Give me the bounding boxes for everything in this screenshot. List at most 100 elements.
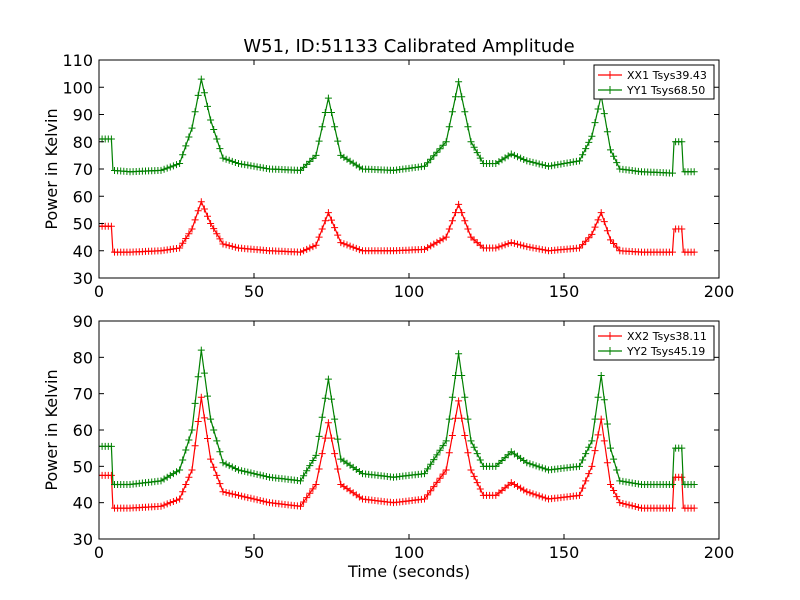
series-point	[182, 142, 190, 150]
series-point	[538, 246, 546, 254]
series-point	[433, 451, 441, 459]
series-point	[433, 148, 441, 156]
series-point	[628, 502, 636, 510]
series-point	[179, 488, 187, 496]
series-point	[421, 162, 428, 170]
series-point	[334, 435, 342, 443]
series-point	[427, 487, 435, 495]
series-point	[520, 155, 528, 163]
series-point	[455, 200, 463, 208]
series-point	[442, 437, 450, 445]
series-point	[464, 415, 472, 423]
series-point	[173, 468, 180, 476]
series-point	[439, 141, 447, 149]
y-tick-label: 90	[73, 312, 93, 331]
series-point	[225, 242, 233, 250]
series-point	[300, 472, 308, 480]
series-point	[517, 241, 525, 249]
series-point	[545, 162, 552, 170]
series-point	[603, 227, 611, 235]
series-point	[210, 463, 218, 471]
series-point	[461, 431, 469, 439]
series-point	[464, 123, 472, 131]
series-point	[579, 241, 587, 249]
series-point	[600, 110, 608, 118]
series-point	[526, 460, 534, 468]
series-point	[591, 415, 599, 423]
series-point	[166, 471, 174, 479]
series-point	[461, 108, 469, 116]
legend-label: YY2 Tsys45.19	[626, 345, 705, 358]
series-point	[315, 465, 323, 473]
series-point	[473, 149, 481, 157]
series-point	[439, 235, 447, 243]
series-point	[225, 462, 233, 470]
series-point	[442, 466, 450, 474]
series-point	[436, 446, 444, 454]
y-tick-label: 50	[73, 215, 93, 234]
series-point	[324, 94, 332, 102]
series-point	[253, 470, 261, 478]
series-point	[179, 151, 187, 159]
series-point	[328, 216, 335, 224]
series-point	[213, 135, 221, 143]
series-point	[324, 375, 332, 383]
series-point	[219, 240, 227, 248]
series-point	[427, 155, 435, 163]
series-point	[321, 434, 329, 442]
series-point	[613, 493, 621, 501]
series-point	[622, 500, 630, 508]
y-tick-label: 80	[73, 348, 93, 367]
series-point	[476, 154, 484, 162]
series-point	[331, 224, 339, 232]
series-point	[597, 415, 605, 423]
y-tick-label: 60	[73, 187, 93, 206]
series-point	[439, 470, 447, 478]
y-tick-label: 80	[73, 133, 93, 152]
series-point	[244, 494, 252, 502]
series-point	[259, 497, 267, 505]
series-point	[166, 163, 174, 171]
series-point	[563, 159, 571, 167]
series-point	[455, 397, 463, 405]
series-point	[631, 479, 639, 487]
series-point	[576, 491, 583, 499]
series-point	[669, 504, 676, 512]
series-point	[616, 499, 624, 507]
series-point	[678, 444, 686, 452]
series-point	[541, 246, 549, 254]
series-point	[470, 143, 478, 151]
series-point	[430, 240, 438, 248]
series-point	[591, 119, 599, 127]
series-point	[306, 244, 314, 252]
series-point	[334, 137, 342, 145]
y-tick-label: 100	[62, 78, 93, 97]
series-point	[235, 466, 242, 474]
series-point	[628, 479, 636, 487]
series-point	[191, 399, 199, 407]
series-point	[216, 235, 224, 243]
series-point	[331, 123, 339, 131]
legend: XX1 Tsys39.43 YY1 Tsys68.50	[593, 64, 715, 100]
series-point	[297, 477, 304, 485]
series-point	[582, 450, 590, 458]
series-point	[225, 489, 233, 497]
series-point	[427, 242, 435, 250]
series-point	[448, 108, 456, 116]
series-point	[179, 239, 187, 247]
series-point	[526, 243, 534, 251]
series-point	[197, 346, 205, 354]
series-point	[607, 146, 614, 154]
series-point	[507, 150, 515, 158]
series-point	[427, 460, 435, 468]
series-point	[238, 467, 246, 475]
series-point	[603, 459, 611, 467]
series-point	[495, 459, 503, 467]
series-point	[467, 437, 475, 445]
series-point	[204, 212, 211, 220]
series-point	[510, 481, 518, 488]
series-point	[585, 470, 593, 478]
series-point	[256, 496, 264, 504]
series-point	[470, 472, 478, 480]
series-point	[222, 241, 230, 249]
